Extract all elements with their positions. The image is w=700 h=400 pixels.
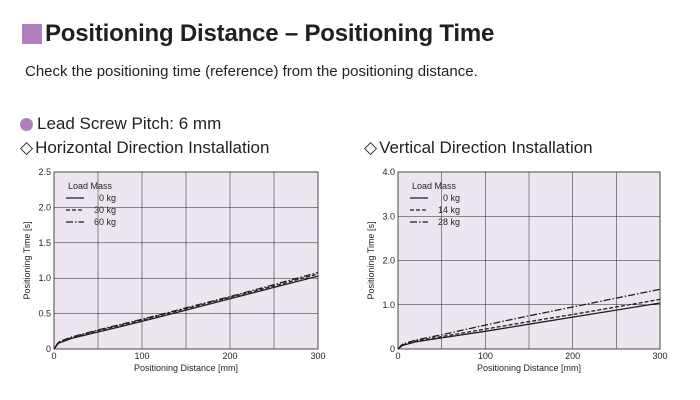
series-line-30-kg — [53, 273, 319, 350]
bullet-dot-icon — [20, 117, 33, 131]
y-tick-label: 0.5 — [38, 309, 51, 319]
x-tick-label: 200 — [222, 351, 237, 361]
series-line-0-kg — [397, 302, 661, 350]
legend-entry: 0 kg — [99, 193, 116, 203]
x-tick-label: 300 — [310, 351, 325, 361]
series-line-60-kg — [53, 271, 319, 350]
title-square-icon — [22, 24, 42, 44]
legend-entry: 30 kg — [94, 205, 116, 215]
legend-entry: 0 kg — [443, 193, 460, 203]
legend-entry: 60 kg — [94, 217, 116, 227]
y-tick-label: 1.0 — [382, 300, 395, 310]
y-tick-label: 1.5 — [38, 238, 51, 248]
chart-title-vertical: ◇ Vertical Direction Installation — [364, 138, 593, 158]
chart-title-text: Horizontal Direction Installation — [35, 138, 270, 157]
legend-entry: 28 kg — [438, 217, 460, 227]
x-tick-label: 200 — [565, 351, 580, 361]
page-title: Positioning Distance – Positioning Time — [45, 20, 495, 47]
diamond-icon: ◇ — [20, 138, 34, 157]
x-tick-label: 300 — [652, 351, 667, 361]
y-tick-label: 2.5 — [38, 167, 51, 177]
page-subtitle: Check the positioning time (reference) f… — [25, 63, 478, 80]
x-tick-label: 100 — [134, 351, 149, 361]
y-tick-label: 3.0 — [382, 211, 395, 221]
series-line-28-kg — [397, 288, 661, 350]
x-tick-label: 100 — [478, 351, 493, 361]
y-axis-label: Positioning Time [s] — [22, 221, 32, 299]
y-tick-label: 0 — [390, 344, 395, 354]
y-tick-label: 0 — [46, 344, 51, 354]
x-tick-label: 0 — [51, 351, 56, 361]
chart-title-text: Vertical Direction Installation — [379, 138, 593, 157]
y-tick-label: 2.0 — [382, 256, 395, 266]
legend-title: Load Mass — [412, 181, 457, 191]
page-header: Positioning Distance – Positioning Time — [22, 20, 494, 48]
section-heading: Lead Screw Pitch: 6 mm — [20, 114, 221, 134]
series-line-0-kg — [53, 275, 319, 350]
chart-title-horizontal: ◇ Horizontal Direction Installation — [20, 138, 269, 158]
y-tick-label: 1.0 — [38, 273, 51, 283]
x-axis-label: Positioning Distance [mm] — [134, 363, 238, 373]
legend-title: Load Mass — [68, 181, 113, 191]
x-tick-label: 0 — [395, 351, 400, 361]
series-line-14-kg — [397, 298, 661, 350]
y-tick-label: 2.0 — [38, 202, 51, 212]
chart-0: 0 100 200 300 0 0.5 1.0 1.5 2.0 2.5 Positioning Di… — [22, 167, 326, 373]
x-axis-label: Positioning Distance [mm] — [477, 363, 581, 373]
chart-1: 0 100 200 300 0 1.0 2.0 3.0 4.0 Positioning Dista… — [366, 167, 668, 373]
diamond-icon: ◇ — [364, 138, 378, 157]
legend-entry: 14 kg — [438, 205, 460, 215]
y-tick-label: 4.0 — [382, 167, 395, 177]
y-axis-label: Positioning Time [s] — [366, 221, 376, 299]
section-label: Lead Screw Pitch: 6 mm — [37, 114, 222, 133]
